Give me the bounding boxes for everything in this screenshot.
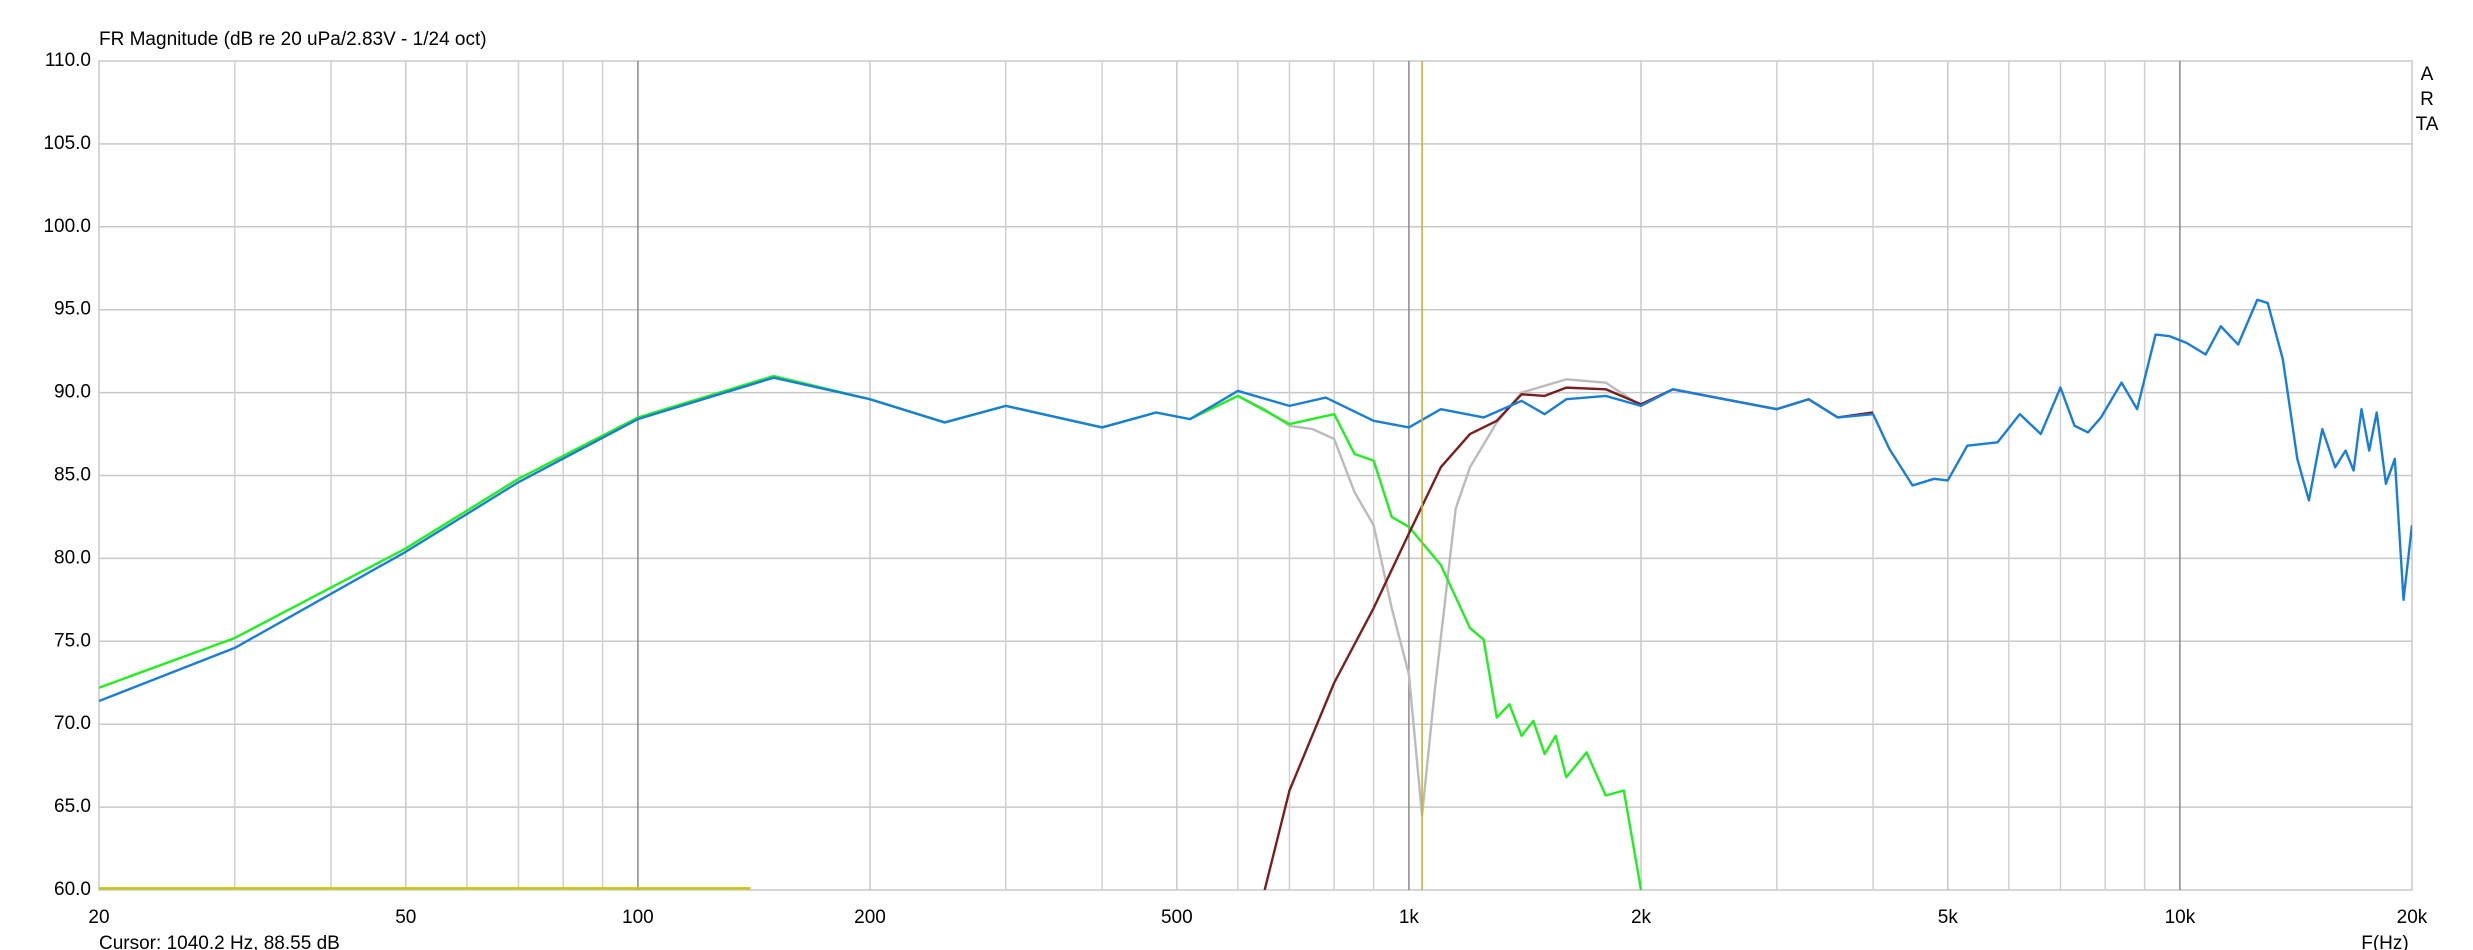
y-tick-label: 70.0 bbox=[54, 713, 91, 734]
y-tick-label: 90.0 bbox=[54, 382, 91, 403]
y-tick-label: 85.0 bbox=[54, 465, 91, 486]
y-tick-label: 60.0 bbox=[54, 879, 91, 900]
y-tick-label: 105.0 bbox=[43, 133, 91, 154]
grid bbox=[98, 60, 2413, 891]
x-tick-label: 100 bbox=[622, 907, 654, 928]
x-tick-label: 20 bbox=[88, 907, 109, 928]
x-tick-label: 50 bbox=[395, 907, 416, 928]
lines bbox=[99, 61, 2412, 890]
series-line bbox=[1237, 378, 1642, 817]
x-tick-label: 2k bbox=[1631, 907, 1652, 928]
y-tick-label: 110.0 bbox=[45, 50, 91, 71]
x-tick-label: 500 bbox=[1161, 907, 1193, 928]
y-tick-label: 100.0 bbox=[43, 216, 91, 237]
x-axis-label: F(Hz) bbox=[2361, 933, 2408, 950]
cursor-readout: Cursor: 1040.2 Hz, 88.55 dB bbox=[99, 933, 340, 950]
y-tick-label: 80.0 bbox=[54, 547, 91, 568]
y-tick-label: 95.0 bbox=[54, 299, 91, 320]
watermark: ARTA bbox=[2415, 64, 2439, 135]
x-tick-label: 1k bbox=[1399, 907, 1420, 928]
series-line bbox=[99, 298, 2412, 703]
y-tick-label: 65.0 bbox=[54, 796, 91, 817]
x-tick-label: 5k bbox=[1938, 907, 1959, 928]
x-tick-label: 200 bbox=[854, 907, 886, 928]
x-tick-label: 10k bbox=[2165, 907, 2196, 928]
x-tick-label: 20k bbox=[2397, 907, 2428, 928]
chart-title: FR Magnitude (dB re 20 uPa/2.83V - 1/24 … bbox=[99, 29, 487, 50]
y-tick-label: 75.0 bbox=[54, 630, 91, 651]
